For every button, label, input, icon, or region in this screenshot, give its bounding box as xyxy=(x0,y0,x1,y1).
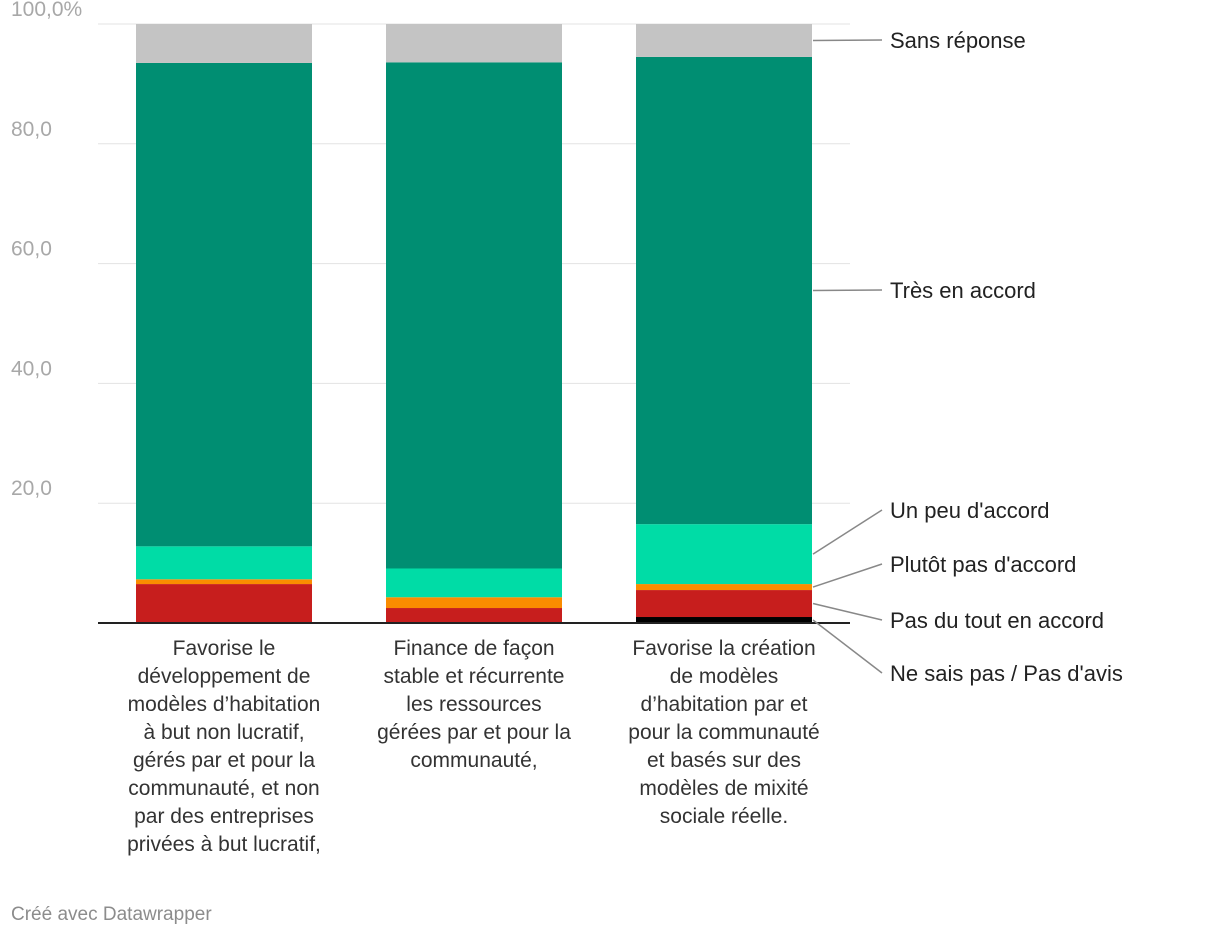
y-tick-label: 100,0% xyxy=(11,0,82,21)
y-axis: 20,0 40,0 60,0 80,0 100,0% xyxy=(11,0,82,500)
bar-segment xyxy=(136,579,312,585)
x-category-label: Finance de façon stable et récurrente les … xyxy=(377,637,571,772)
x-category-label: Favorise le développement de modèles d’hab… xyxy=(127,637,321,856)
legend-leader-line xyxy=(812,619,883,674)
legend: Ne sais pas / Pas d'avis Pas du tout en a… xyxy=(812,28,1123,686)
bar-segment xyxy=(136,62,312,547)
legend-label: Ne sais pas / Pas d'avis xyxy=(890,661,1123,686)
bar-segment xyxy=(636,524,812,585)
legend-label: Plutôt pas d'accord xyxy=(890,552,1076,577)
legend-label: Pas du tout en accord xyxy=(890,608,1104,633)
bar-segment xyxy=(636,56,812,525)
bar-segment xyxy=(636,584,812,591)
y-tick-label: 40,0 xyxy=(11,357,52,380)
bar-segment xyxy=(386,608,562,623)
legend-leader-line xyxy=(812,602,883,621)
bar-segment xyxy=(386,597,562,609)
x-category-label: Favorise la création de modèles d’habitati… xyxy=(628,637,819,828)
legend-label: Sans réponse xyxy=(890,28,1026,53)
bar-segment xyxy=(136,24,312,63)
bar-segment xyxy=(386,568,562,598)
bar-segment xyxy=(636,24,812,57)
bar-segment xyxy=(136,584,312,623)
y-tick-label: 20,0 xyxy=(11,477,52,500)
legend-label: Très en accord xyxy=(890,278,1036,303)
legend-label: Un peu d'accord xyxy=(890,498,1050,523)
y-tick-label: 60,0 xyxy=(11,238,52,261)
bar-segment xyxy=(636,590,812,618)
credit-text: Créé avec Datawrapper xyxy=(11,904,212,925)
bar-segment xyxy=(386,24,562,63)
bar-segment xyxy=(136,546,312,580)
bar-segment xyxy=(636,617,812,623)
y-tick-label: 80,0 xyxy=(11,118,52,141)
bars xyxy=(136,24,812,623)
legend-leader-line xyxy=(812,509,883,555)
x-axis-categories: Favorise le développement de modèles d’hab… xyxy=(127,637,820,856)
legend-leader-line xyxy=(812,289,883,292)
legend-leader-line xyxy=(812,563,883,588)
bar-segment xyxy=(386,62,562,569)
